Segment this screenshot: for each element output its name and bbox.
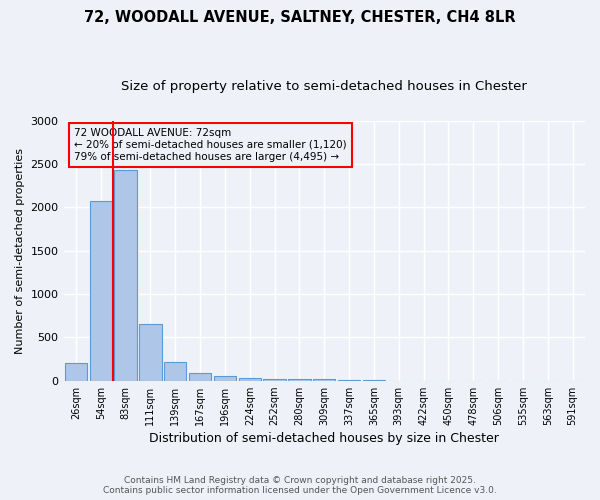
Bar: [263, 378, 286, 380]
Bar: [239, 378, 261, 380]
Bar: [139, 324, 161, 380]
X-axis label: Distribution of semi-detached houses by size in Chester: Distribution of semi-detached houses by …: [149, 432, 499, 445]
Text: 72 WOODALL AVENUE: 72sqm
← 20% of semi-detached houses are smaller (1,120)
79% o: 72 WOODALL AVENUE: 72sqm ← 20% of semi-d…: [74, 128, 347, 162]
Text: Contains HM Land Registry data © Crown copyright and database right 2025.
Contai: Contains HM Land Registry data © Crown c…: [103, 476, 497, 495]
Bar: [164, 362, 187, 380]
Bar: [288, 379, 311, 380]
Bar: [214, 376, 236, 380]
Y-axis label: Number of semi-detached properties: Number of semi-detached properties: [15, 148, 25, 354]
Bar: [89, 201, 112, 380]
Text: 72, WOODALL AVENUE, SALTNEY, CHESTER, CH4 8LR: 72, WOODALL AVENUE, SALTNEY, CHESTER, CH…: [84, 10, 516, 25]
Bar: [115, 170, 137, 380]
Bar: [189, 373, 211, 380]
Title: Size of property relative to semi-detached houses in Chester: Size of property relative to semi-detach…: [121, 80, 527, 93]
Bar: [65, 364, 87, 380]
